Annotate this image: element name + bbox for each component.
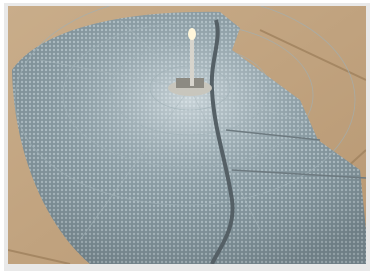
tower bbox=[190, 36, 194, 86]
receiver-glow bbox=[188, 28, 196, 40]
photo-frame bbox=[0, 0, 374, 274]
page: {} bbox=[0, 0, 374, 274]
photo bbox=[8, 0, 366, 264]
